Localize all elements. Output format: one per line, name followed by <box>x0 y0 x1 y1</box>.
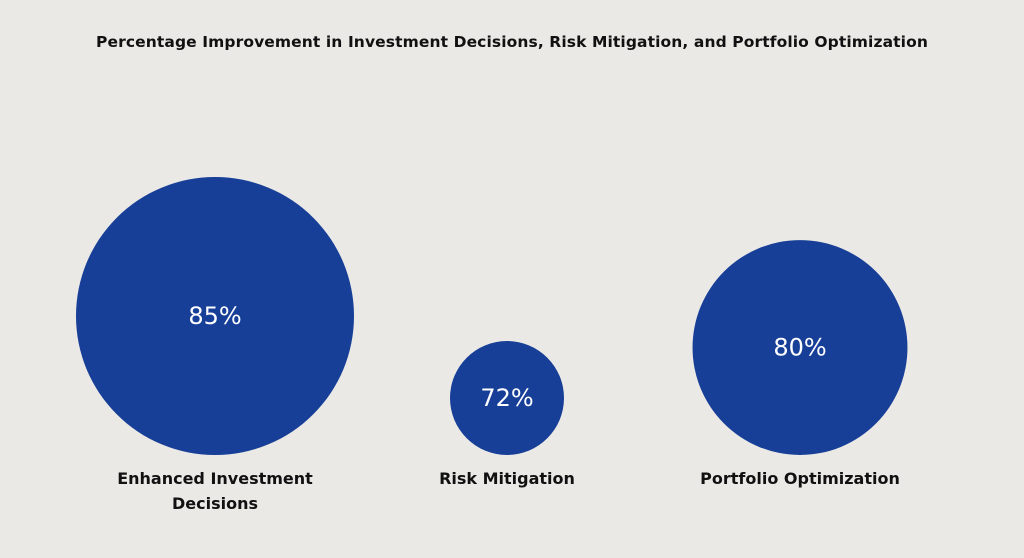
data-label-enhanced-investment-decisions: 85% <box>188 302 241 330</box>
data-label-portfolio-optimization: 80% <box>773 334 826 362</box>
category-label-portfolio-optimization: Portfolio Optimization <box>700 469 900 488</box>
bubble-risk-mitigation <box>450 341 564 455</box>
data-label-risk-mitigation: 72% <box>480 384 533 412</box>
chart-title: Percentage Improvement in Investment Dec… <box>96 33 928 51</box>
bubble-portfolio-optimization <box>692 240 908 455</box>
category-label-risk-mitigation: Risk Mitigation <box>439 469 575 488</box>
bubble-enhanced-investment-decisions <box>76 177 354 455</box>
category-label-enhanced-investment-decisions: Enhanced Investment Decisions <box>117 469 313 513</box>
